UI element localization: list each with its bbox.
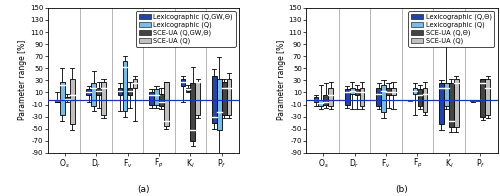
Bar	[391, 88, 396, 95]
Bar	[196, 82, 200, 115]
Bar	[412, 88, 418, 94]
Bar	[186, 88, 190, 91]
Bar	[86, 89, 91, 95]
Bar	[154, 89, 159, 104]
Bar	[454, 79, 458, 128]
Bar	[101, 82, 106, 115]
Bar	[439, 83, 444, 124]
Bar	[422, 88, 427, 112]
Bar	[132, 79, 138, 88]
Bar	[449, 83, 454, 128]
Bar	[65, 97, 70, 100]
Bar	[149, 93, 154, 104]
Legend: Lexicographic (Q,GW,Θ), Lexicographic (Q), SCE-UA (Q,GW,Θ), SCE-UA (Q): Lexicographic (Q,GW,Θ), Lexicographic (Q…	[136, 11, 235, 47]
Bar	[444, 83, 448, 106]
Bar	[190, 83, 195, 141]
Bar	[480, 79, 485, 117]
Bar	[212, 75, 216, 123]
Y-axis label: Parameter range [%]: Parameter range [%]	[18, 40, 27, 121]
Bar	[180, 79, 186, 86]
Bar	[376, 88, 381, 106]
Bar	[476, 100, 480, 101]
Bar	[128, 88, 132, 95]
Bar	[314, 97, 318, 102]
Bar	[345, 89, 350, 104]
Legend: Lexicographic (Q,Θ), Lexicographic (Q), SCE-UA (Q,Θ), SCE-UA (Q): Lexicographic (Q,Θ), Lexicographic (Q), …	[408, 11, 494, 47]
Bar	[381, 85, 386, 112]
Bar	[227, 79, 232, 115]
Bar	[350, 88, 354, 94]
Bar	[96, 88, 101, 95]
Bar	[55, 100, 60, 102]
Bar	[222, 82, 226, 115]
Bar	[418, 89, 422, 106]
Bar	[122, 61, 128, 111]
Bar	[386, 88, 391, 95]
Bar	[92, 83, 96, 106]
Text: (b): (b)	[396, 185, 408, 194]
Bar	[318, 100, 323, 106]
Bar	[328, 88, 333, 106]
Bar	[217, 79, 222, 130]
Bar	[486, 79, 490, 115]
Bar	[470, 100, 475, 101]
Bar	[324, 95, 328, 104]
Bar	[60, 82, 64, 115]
Bar	[355, 89, 360, 95]
Text: (a): (a)	[137, 185, 149, 194]
Bar	[164, 82, 168, 126]
Bar	[360, 88, 364, 106]
Bar	[70, 79, 74, 124]
Bar	[159, 94, 164, 106]
Y-axis label: Parameter range [%]: Parameter range [%]	[276, 40, 285, 121]
Bar	[118, 88, 122, 95]
